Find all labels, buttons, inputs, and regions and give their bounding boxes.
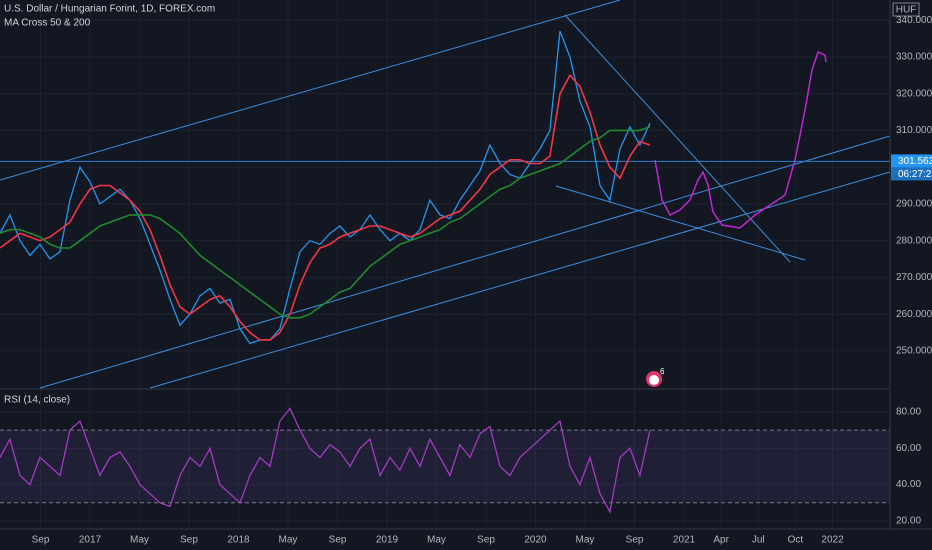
currency-box xyxy=(892,2,920,17)
series-line xyxy=(0,407,651,514)
y-tick-label: 260.000 xyxy=(896,309,932,320)
y-tick-label: 250.000 xyxy=(896,346,932,357)
projection-sketch xyxy=(654,50,827,229)
rsi-title: RSI (14, close) xyxy=(4,395,70,406)
y-tick-label: 270.000 xyxy=(896,272,932,283)
y-tick-label: 280.000 xyxy=(896,235,932,246)
trend-line xyxy=(39,135,891,389)
countdown-tag xyxy=(891,167,932,181)
x-tick-label: Oct xyxy=(788,535,804,546)
series-line xyxy=(0,73,651,341)
trend-line xyxy=(564,14,791,263)
x-tick-label: Jul xyxy=(752,535,765,546)
series-line xyxy=(0,126,651,319)
x-tick-label: Sep xyxy=(180,535,198,546)
x-tick-label: May xyxy=(427,535,446,546)
y-tick-label: 20.00 xyxy=(896,516,921,527)
event-badge-icon xyxy=(649,375,659,385)
y-tick-label: 290.000 xyxy=(896,199,932,210)
trend-line xyxy=(555,185,806,261)
y-tick-label: 60.00 xyxy=(896,443,921,454)
trend-line xyxy=(0,0,621,181)
currency: HUF xyxy=(896,5,917,16)
y-tick-label: 340.000 xyxy=(896,15,932,26)
x-tick-label: May xyxy=(279,535,298,546)
x-tick-label: May xyxy=(130,535,149,546)
drawings xyxy=(0,0,891,389)
x-tick-label: 2017 xyxy=(79,535,102,546)
x-tick-label: Sep xyxy=(477,535,495,546)
axes: 250.000260.000270.000280.000290.000300.0… xyxy=(32,15,932,546)
time-axis xyxy=(0,529,932,550)
x-tick-label: 2019 xyxy=(376,535,399,546)
series-line xyxy=(0,30,651,345)
x-tick-label: 2020 xyxy=(524,535,547,546)
y-tick-label: 310.000 xyxy=(896,125,932,136)
y-tick-label: 330.000 xyxy=(896,52,932,63)
x-tick-label: 2018 xyxy=(227,535,250,546)
x-tick-label: 2022 xyxy=(821,535,844,546)
marks xyxy=(0,30,890,514)
badge-count: 6 xyxy=(660,367,665,376)
last-price-tag xyxy=(891,154,932,168)
y-tick-label: 80.00 xyxy=(896,407,921,418)
price-axis xyxy=(890,0,932,550)
indicator-title: MA Cross 50 & 200 xyxy=(4,18,91,29)
x-tick-label: Sep xyxy=(329,535,347,546)
y-tick-label: 320.000 xyxy=(896,88,932,99)
x-tick-label: Sep xyxy=(626,535,644,546)
x-tick-label: Sep xyxy=(32,535,50,546)
countdown: 06:27:23 xyxy=(898,169,932,180)
x-tick-label: 2021 xyxy=(673,535,696,546)
y-tick-label: 40.00 xyxy=(896,479,921,490)
x-tick-label: Apr xyxy=(713,535,729,546)
symbol-title: U.S. Dollar / Hungarian Forint, 1D, FORE… xyxy=(4,4,215,15)
last-price-label: 301.563 xyxy=(898,156,932,167)
x-tick-label: May xyxy=(576,535,595,546)
